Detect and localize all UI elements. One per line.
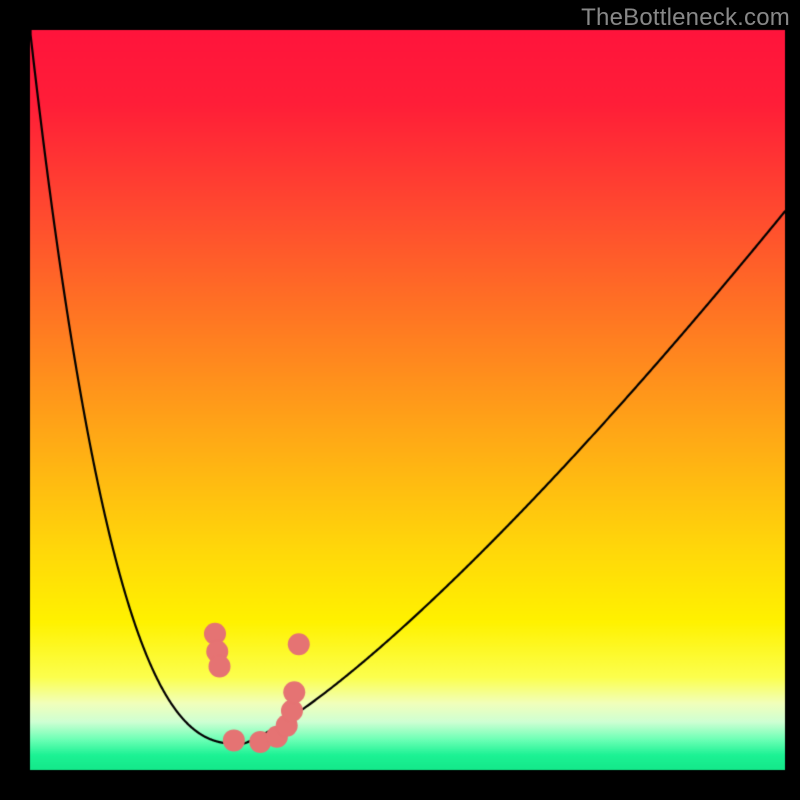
watermark-text: TheBottleneck.com	[581, 4, 790, 32]
bottleneck-curve-chart	[0, 0, 800, 800]
chart-container: TheBottleneck.com	[0, 0, 800, 800]
